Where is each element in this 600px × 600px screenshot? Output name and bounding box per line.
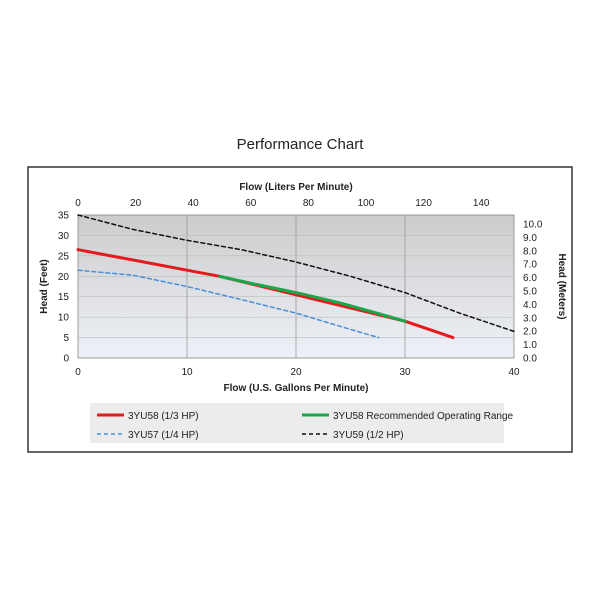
- y-axis-label: Head (Feet): [39, 259, 50, 313]
- y-tick-label: 10: [58, 313, 70, 324]
- series-line-2: [77, 269, 380, 339]
- legend-label: 3YU58 Recommended Operating Range: [333, 411, 514, 422]
- y2-tick-label: 5.0: [523, 286, 537, 297]
- y-tick-label: 35: [58, 211, 70, 222]
- x2-axis-label: Flow (Liters Per Minute): [239, 182, 352, 193]
- x2-tick-label: 100: [358, 198, 375, 209]
- series-layer: [76, 214, 515, 340]
- x-axis-label: Flow (U.S. Gallons Per Minute): [223, 383, 368, 394]
- y2-tick-label: 6.0: [523, 273, 537, 284]
- x2-tick-label: 120: [415, 198, 432, 209]
- y2-tick-label: 8.0: [523, 246, 537, 257]
- series-line-1: [218, 274, 407, 323]
- x2-tick-label: 60: [245, 198, 257, 209]
- y2-tick-label: 3.0: [523, 313, 537, 324]
- y-tick-label: 20: [58, 272, 70, 283]
- tick-labels: 0 10 20 30 40 0 5 10 15 20 25 30 35 0 20 40 60 80 100 120 14…: [58, 198, 543, 378]
- x-tick-label: 0: [75, 367, 81, 378]
- x2-tick-label: 0: [75, 198, 81, 209]
- y-tick-label: 15: [58, 292, 70, 303]
- y2-tick-label: 1.0: [523, 340, 537, 351]
- x2-tick-label: 20: [130, 198, 142, 209]
- x2-tick-label: 40: [188, 198, 200, 209]
- x2-tick-label: 140: [473, 198, 490, 209]
- legend-box: [90, 403, 504, 443]
- y2-tick-label: 4.0: [523, 300, 537, 311]
- y2-tick-label: 10.0: [523, 219, 543, 230]
- y2-tick-label: 0.0: [523, 354, 537, 365]
- y2-tick-label: 9.0: [523, 233, 537, 244]
- x-tick-label: 10: [181, 367, 193, 378]
- x2-tick-label: 80: [303, 198, 315, 209]
- grid-lines: [78, 215, 514, 358]
- chart-title: Performance Chart: [236, 136, 364, 153]
- series-line-3: [77, 214, 515, 333]
- y-tick-label: 25: [58, 251, 70, 262]
- y2-axis-label: Head (Meters): [556, 253, 567, 319]
- legend-label: 3YU57 (1/4 HP): [128, 430, 199, 441]
- legend-label: 3YU59 (1/2 HP): [333, 430, 404, 441]
- legend-label: 3YU58 (1/3 HP): [128, 411, 199, 422]
- y2-tick-label: 7.0: [523, 260, 537, 271]
- y-tick-label: 30: [58, 231, 70, 242]
- x-tick-label: 40: [508, 367, 520, 378]
- x-tick-label: 30: [399, 367, 411, 378]
- series-line-0: [76, 248, 455, 340]
- y-tick-label: 5: [63, 333, 69, 344]
- y-tick-label: 0: [63, 354, 69, 365]
- legend: 3YU58 (1/3 HP) 3YU58 Recommended Operatin…: [97, 411, 514, 441]
- y2-tick-label: 2.0: [523, 327, 537, 338]
- x-tick-label: 20: [290, 367, 302, 378]
